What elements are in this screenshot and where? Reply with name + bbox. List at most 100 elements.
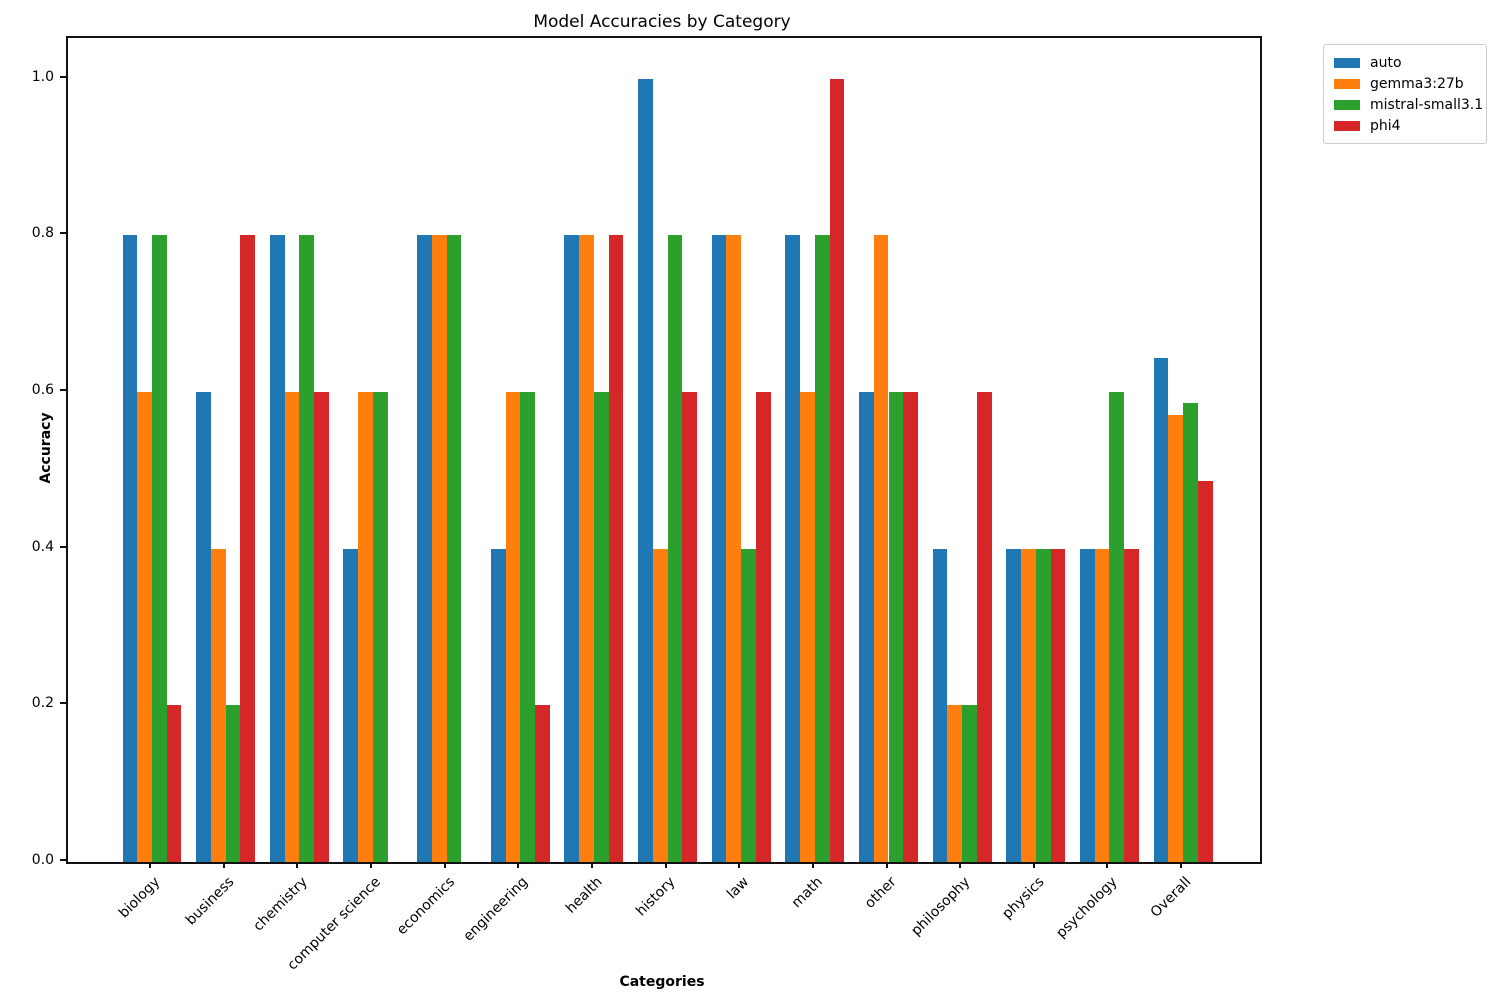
bar <box>829 78 845 862</box>
y-tick-mark <box>60 545 66 548</box>
plot-area <box>66 36 1262 864</box>
bar <box>652 548 668 862</box>
y-tick-mark <box>60 389 66 392</box>
x-tick-mark <box>443 862 446 868</box>
bar <box>859 392 874 862</box>
bar <box>1109 392 1125 862</box>
bar <box>1050 548 1066 862</box>
bar <box>166 705 182 862</box>
legend-swatch <box>1334 120 1360 131</box>
bar <box>505 392 521 862</box>
bar <box>947 705 963 862</box>
y-tick-label: 0.8 <box>31 225 54 242</box>
bar <box>726 235 742 862</box>
x-tick-label: Overall <box>1147 874 1195 921</box>
x-tick-mark <box>590 862 593 868</box>
bar <box>372 392 388 862</box>
legend-label: mistral-small3.1 <box>1370 96 1484 113</box>
x-axis-label: Categories <box>619 974 705 990</box>
bar <box>1021 548 1036 862</box>
y-tick-mark <box>60 232 66 235</box>
x-tick-label: economics <box>393 874 458 939</box>
x-tick-mark <box>811 862 814 868</box>
x-tick-label: business <box>182 874 237 929</box>
bar <box>667 235 683 862</box>
bar <box>755 392 771 862</box>
bar <box>1006 548 1022 862</box>
y-tick-mark <box>60 75 66 78</box>
x-tick-mark <box>1180 862 1183 868</box>
x-tick-label: biology <box>115 874 164 922</box>
legend-label: gemma3:27b <box>1370 75 1464 92</box>
bar <box>800 392 815 862</box>
bar <box>564 235 580 862</box>
x-tick-mark <box>1106 862 1109 868</box>
legend: auto gemma3:27b mistral-small3.1 phi4 <box>1323 44 1487 144</box>
chart-title: Model Accuracies by Category <box>533 12 791 32</box>
y-tick-label: 0.4 <box>31 538 54 555</box>
x-tick-label: philosophy <box>908 874 974 940</box>
legend-swatch <box>1334 78 1360 89</box>
bar <box>888 392 904 862</box>
bar <box>152 235 167 862</box>
legend-item: phi4 <box>1334 115 1476 136</box>
bar <box>1079 548 1095 862</box>
bar <box>873 235 889 862</box>
x-tick-label: engineering <box>461 874 532 945</box>
x-tick-mark <box>664 862 667 868</box>
bar <box>1168 414 1184 862</box>
bar <box>608 235 624 862</box>
bar <box>962 705 977 862</box>
bar <box>579 235 594 862</box>
bar <box>785 235 801 862</box>
legend-item: mistral-small3.1 <box>1334 94 1483 115</box>
bar <box>1183 403 1198 862</box>
bar <box>814 235 830 862</box>
x-tick-mark <box>738 862 741 868</box>
x-tick-mark <box>959 862 962 868</box>
bar <box>711 235 727 862</box>
bar <box>593 392 609 862</box>
x-tick-label: other <box>862 874 900 912</box>
bar <box>1035 548 1051 862</box>
x-tick-label: law <box>724 874 753 903</box>
bar <box>210 548 226 862</box>
y-tick-label: 0.2 <box>31 695 54 712</box>
x-tick-mark <box>222 862 225 868</box>
y-tick-mark <box>60 859 66 861</box>
bar <box>1124 548 1139 862</box>
x-tick-label: math <box>788 874 827 912</box>
legend-swatch <box>1334 99 1360 110</box>
bar <box>1094 548 1110 862</box>
bar <box>431 235 447 862</box>
bar <box>682 392 697 862</box>
x-tick-label: health <box>562 874 606 917</box>
x-tick-mark <box>296 862 299 868</box>
x-tick-mark <box>517 862 520 868</box>
bar <box>240 235 256 862</box>
x-tick-mark <box>369 862 372 868</box>
bar <box>638 78 653 862</box>
x-tick-mark <box>885 862 888 868</box>
x-tick-mark <box>1032 862 1035 868</box>
y-tick-label: 0.0 <box>31 852 54 868</box>
legend-label: auto <box>1370 54 1402 71</box>
bar <box>269 235 285 862</box>
bar <box>520 392 535 862</box>
bar <box>417 235 432 862</box>
bar <box>137 392 152 862</box>
y-tick-label: 1.0 <box>31 68 54 85</box>
y-tick-label: 0.6 <box>31 382 54 399</box>
bar <box>1197 481 1213 862</box>
bar <box>741 548 756 862</box>
bar <box>299 235 315 862</box>
legend-swatch <box>1334 57 1360 68</box>
y-tick-mark <box>60 702 66 705</box>
bar <box>1153 358 1169 862</box>
bar <box>490 548 506 862</box>
x-tick-label: physics <box>998 874 1048 923</box>
bar <box>196 392 211 862</box>
legend-label: phi4 <box>1370 117 1401 134</box>
bar <box>358 392 373 862</box>
